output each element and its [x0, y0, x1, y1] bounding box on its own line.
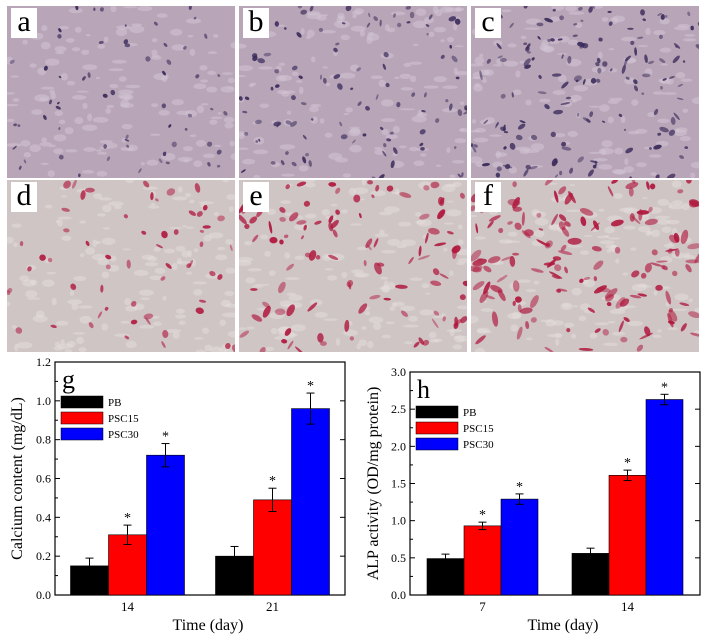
bar-psc30-7 [500, 498, 539, 596]
legend-swatch-pb [415, 405, 459, 419]
micrograph-panel-f: f [471, 180, 699, 352]
x-tick-label: 7 [479, 599, 486, 614]
bar-psc15-21 [253, 499, 292, 596]
alp-activity-chart: 0.0 0.5 1.0 1.5 2.0 2.5 3.0 7 * * 14 * * h PB PSC15 PSC3… [365, 365, 701, 634]
micrograph-panel-b: b [239, 6, 467, 178]
y-tick-label: 3.0 [391, 365, 406, 379]
y-tick-label: 0.4 [36, 510, 51, 524]
legend-swatch-psc15 [60, 411, 104, 425]
x-tick-label: 14 [121, 599, 135, 614]
significance-marker: * [124, 511, 131, 526]
chart-panel-label: h [417, 375, 430, 404]
y-tick-label: 0.6 [36, 472, 51, 486]
x-axis-label: Time (day) [528, 617, 599, 634]
panel-label-f: f [475, 181, 501, 212]
y-axis-label: Calcium content (mg/dL) [9, 397, 26, 560]
legend-swatch-psc30 [60, 427, 104, 441]
bar-psc15-7 [463, 525, 502, 596]
panel-label-b: b [243, 7, 269, 38]
x-axis-label: Time (day) [173, 617, 244, 634]
panel-label-d: d [11, 181, 37, 212]
stained-cells-image [239, 180, 467, 352]
panel-label-e: e [243, 181, 269, 212]
significance-marker: * [516, 480, 523, 495]
micrograph-panel-e: e [239, 180, 467, 352]
y-tick-label: 1.0 [36, 394, 51, 408]
significance-marker: * [162, 430, 169, 445]
micrograph-panel-c: c [471, 6, 699, 178]
legend-swatch-pb [60, 395, 104, 409]
legend-label-psc15: PSC15 [108, 413, 139, 425]
significance-marker: * [661, 380, 668, 395]
panel-label-a: a [11, 7, 37, 38]
chart-panel-label: g [62, 365, 75, 394]
x-tick-label: 21 [266, 599, 279, 614]
micrograph-panel-a: a [7, 6, 235, 178]
micrograph-panel-d: d [7, 180, 235, 352]
stained-cells-image [7, 180, 235, 352]
x-tick-label: 14 [621, 599, 635, 614]
y-tick-label: 0.2 [36, 549, 51, 563]
y-tick-label: 1.0 [391, 514, 406, 528]
bar-psc30-14 [146, 454, 185, 596]
legend-label-psc30: PSC30 [463, 439, 494, 451]
significance-marker: * [269, 474, 276, 489]
bar-pb-7 [426, 558, 465, 596]
bar-pb-14 [571, 553, 610, 596]
stained-cells-image [7, 6, 235, 178]
legend-swatch-psc15 [415, 421, 459, 435]
y-tick-label: 0.8 [36, 433, 51, 447]
y-tick-label: 1.5 [391, 477, 406, 491]
y-axis-label: ALP activity (OD/mg protein) [365, 387, 382, 581]
y-tick-label: 2.0 [391, 439, 406, 453]
legend-label-pb: PB [108, 397, 121, 409]
legend-label-psc30: PSC30 [108, 429, 139, 441]
y-tick-label: 2.5 [391, 402, 406, 416]
bar-psc30-14 [645, 399, 684, 596]
panel-label-c: c [475, 7, 501, 38]
y-tick-label: 0.5 [391, 551, 406, 565]
legend-label-pb: PB [463, 407, 476, 419]
y-tick-label: 0.0 [36, 588, 51, 602]
significance-marker: * [307, 379, 314, 394]
legend-label-psc15: PSC15 [463, 423, 494, 435]
stained-cells-image [471, 6, 699, 178]
stained-cells-image [239, 6, 467, 178]
stained-cells-image [471, 180, 699, 352]
bar-psc15-14 [608, 475, 647, 596]
significance-marker: * [624, 456, 631, 471]
bar-psc30-21 [291, 408, 330, 596]
significance-marker: * [479, 508, 486, 523]
y-tick-label: 1.2 [36, 355, 51, 369]
y-tick-label: 0.0 [391, 588, 406, 602]
legend-swatch-psc30 [415, 437, 459, 451]
calcium-content-chart: 0.0 0.2 0.4 0.6 0.8 1.0 1.2 14 * * 21 * * g PB PSC15 PSC… [9, 355, 346, 634]
